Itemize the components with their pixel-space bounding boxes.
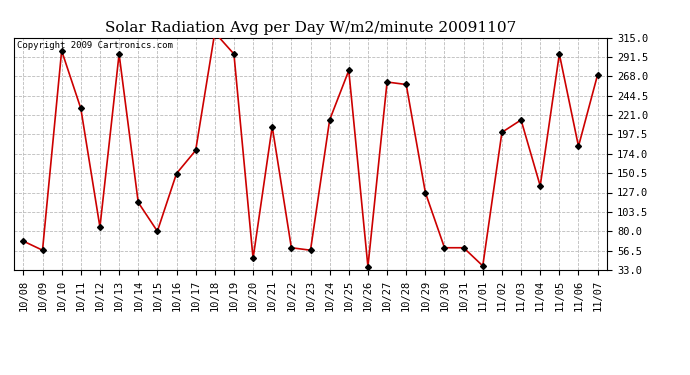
Text: Copyright 2009 Cartronics.com: Copyright 2009 Cartronics.com: [17, 41, 172, 50]
Title: Solar Radiation Avg per Day W/m2/minute 20091107: Solar Radiation Avg per Day W/m2/minute …: [105, 21, 516, 35]
